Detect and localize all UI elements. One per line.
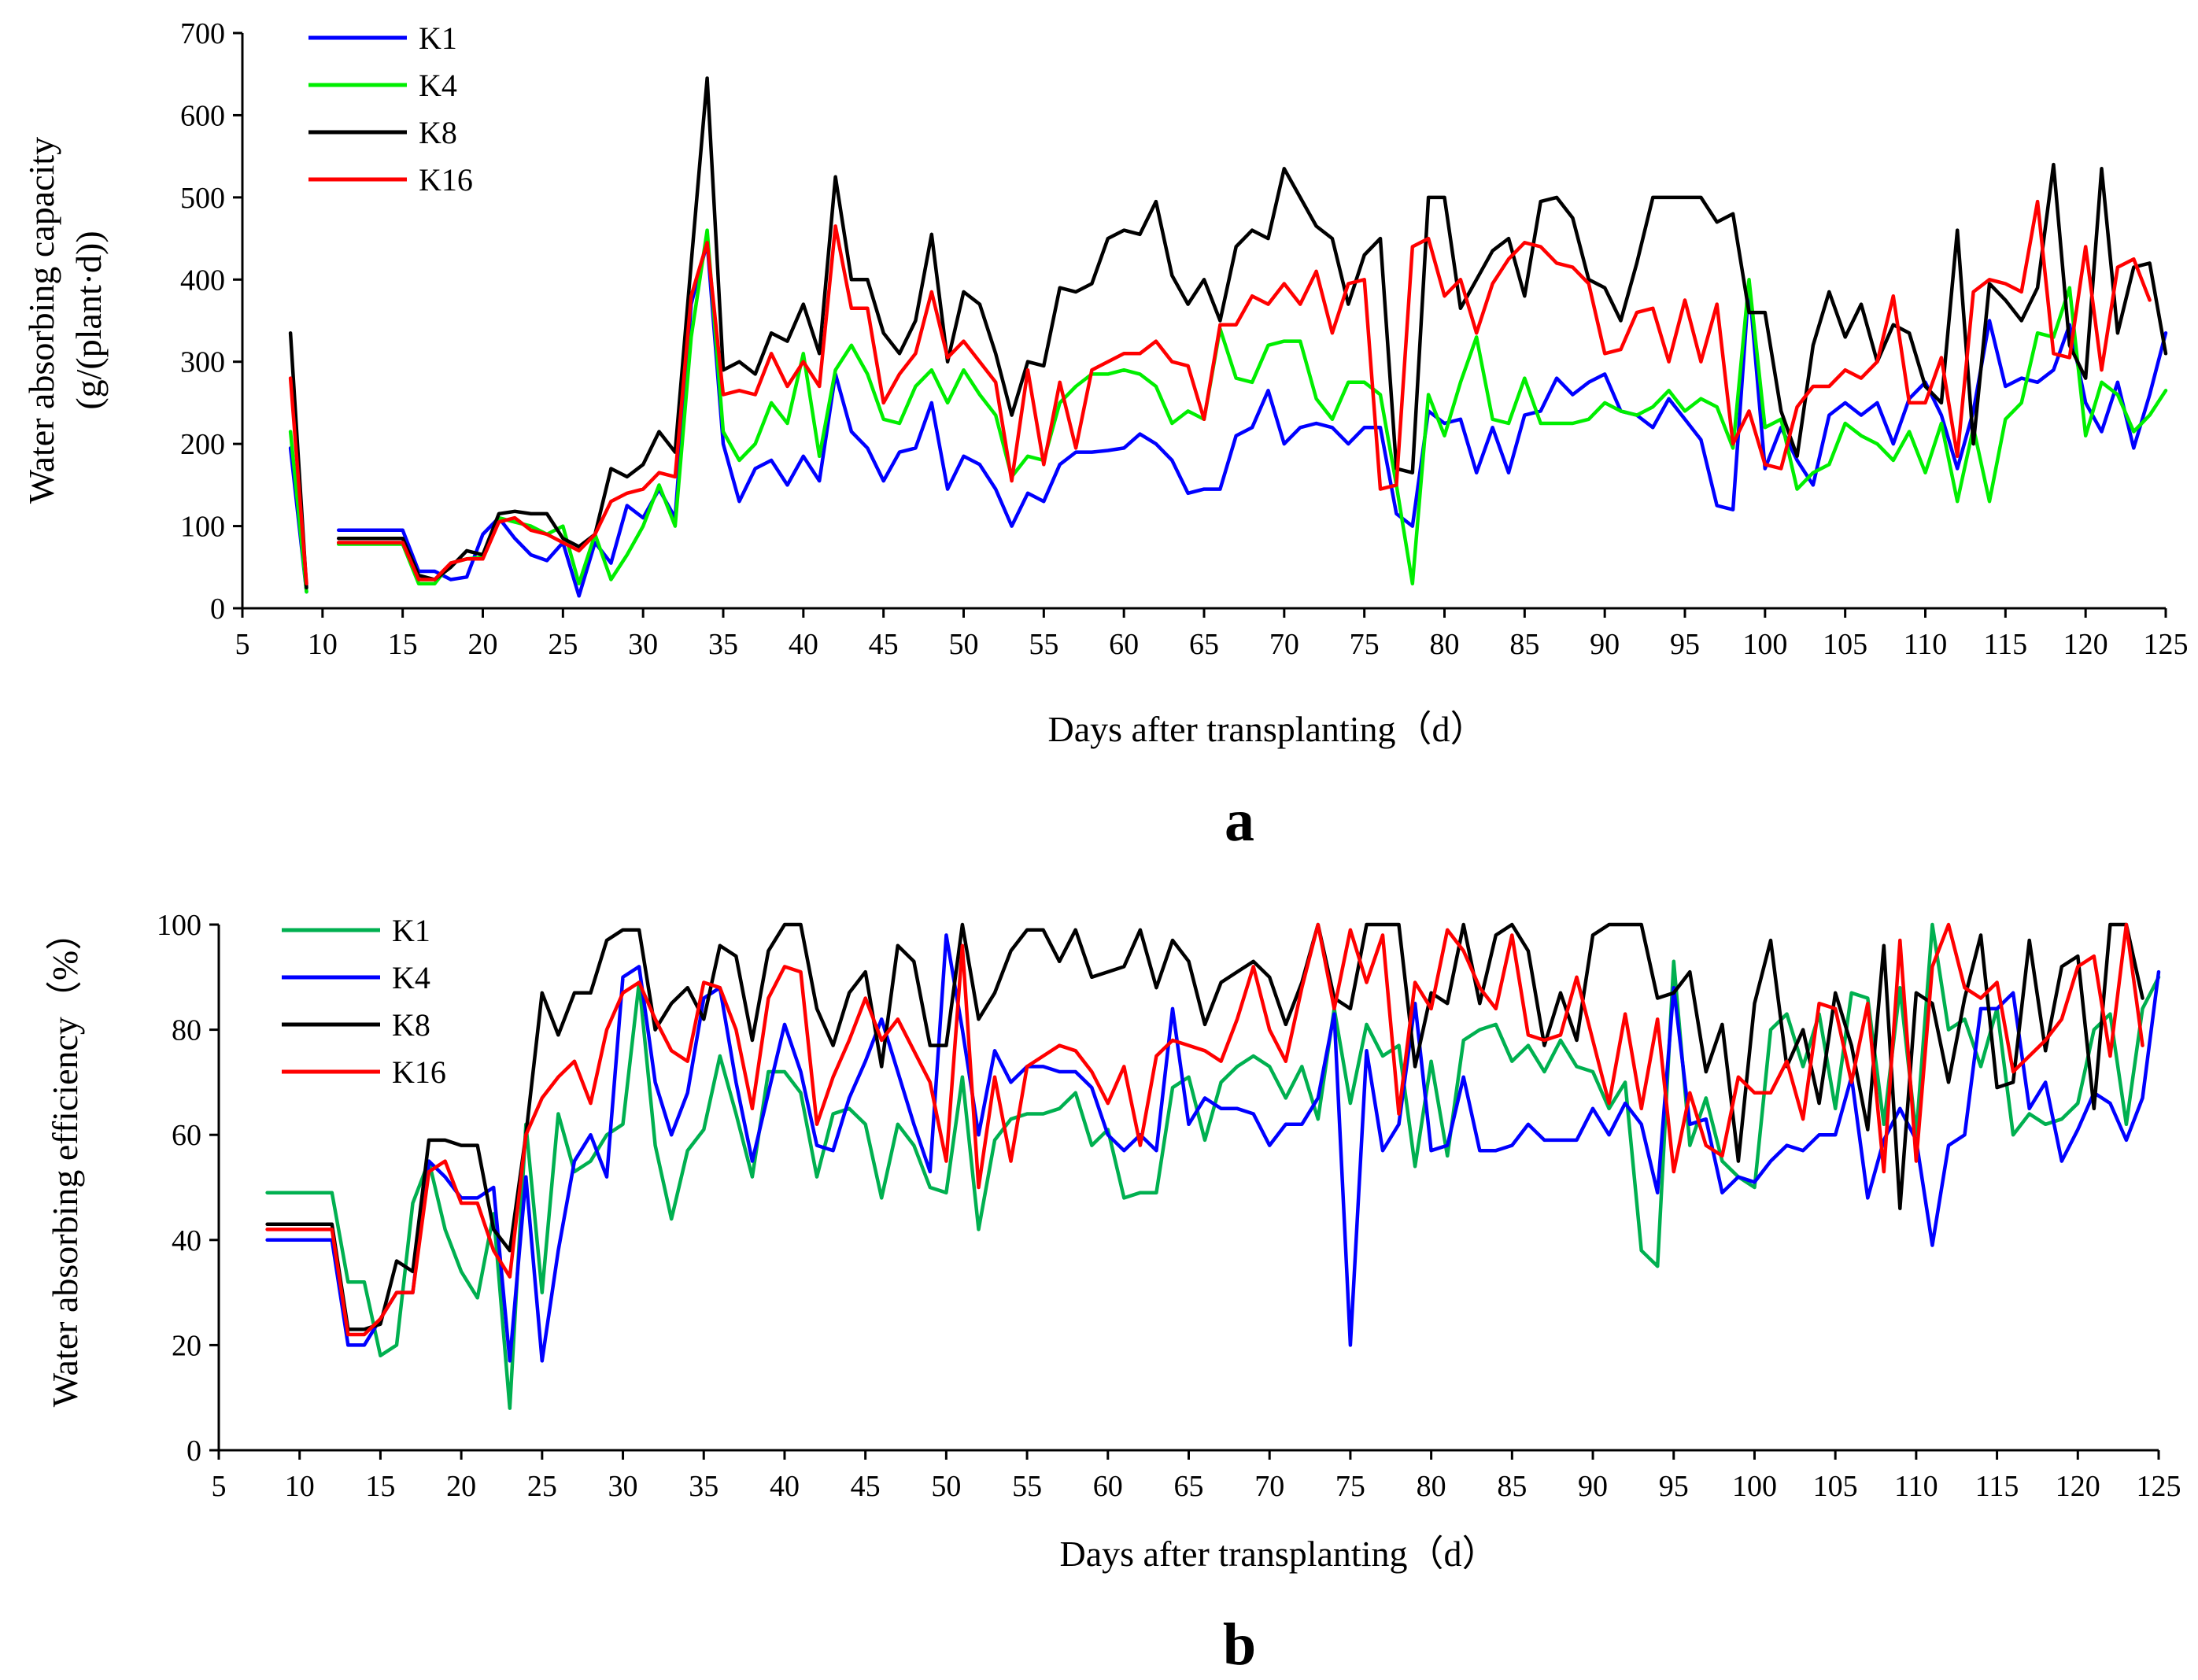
legend-label-k16: K16 xyxy=(392,1054,446,1090)
chart-b-xtick-label: 75 xyxy=(1335,1470,1365,1503)
chart-a-xtick-label: 75 xyxy=(1350,628,1380,661)
chart-a-xtick-label: 90 xyxy=(1590,628,1620,661)
chart-a-xtick-label: 35 xyxy=(708,628,738,661)
chart-a-xtick-label: 60 xyxy=(1109,628,1139,661)
series-line-k1 xyxy=(336,241,2168,598)
chart-b-xtick-label: 80 xyxy=(1417,1470,1446,1503)
chart-b-xtick-label: 25 xyxy=(527,1470,557,1503)
chart-a-legend: K1 K4 K8 K16 xyxy=(308,20,473,198)
chart-b-xtick-label: 85 xyxy=(1497,1470,1527,1503)
chart-a-xtick-label: 120 xyxy=(2063,628,2108,661)
chart-b-series-k8 xyxy=(265,922,2144,1331)
chart-b-xtick-label: 105 xyxy=(1813,1470,1858,1503)
chart-a-ytick-label: 300 xyxy=(180,346,225,379)
chart-a-ytick-label: 200 xyxy=(180,428,225,461)
chart-b-legend: K1 K4 K8 K16 xyxy=(282,913,446,1090)
chart-a-ytick-label: 600 xyxy=(180,99,225,132)
chart-a-xtick-label: 50 xyxy=(949,628,979,661)
chart-a-xlabel: Days after transplanting（d） xyxy=(1048,709,1487,749)
series-line-k16 xyxy=(336,199,2152,582)
chart-b: 0 20 40 60 80 100 5 10 15 20 25 30 35 40 45 50 55 60 65 70 7… xyxy=(45,909,2181,1678)
chart-a-xtick-label: 45 xyxy=(869,628,899,661)
chart-a-xtick-label: 65 xyxy=(1189,628,1219,661)
chart-b-series-k4 xyxy=(265,933,2161,1363)
chart-a-xtick-label: 20 xyxy=(468,628,498,661)
chart-a-ylabel: Water absorbing capacity xyxy=(21,137,61,504)
chart-a-xtick-label: 25 xyxy=(548,628,578,661)
chart-b-xtick-label: 35 xyxy=(689,1470,719,1503)
chart-b-series-k16 xyxy=(265,922,2144,1337)
chart-a-xtick-label: 55 xyxy=(1029,628,1058,661)
chart-a-xtick-label: 125 xyxy=(2144,628,2189,661)
chart-b-xtick-label: 95 xyxy=(1659,1470,1689,1503)
chart-b-xtick-label: 90 xyxy=(1578,1470,1608,1503)
legend-label-k1: K1 xyxy=(419,20,457,56)
chart-b-xtick-label: 55 xyxy=(1012,1470,1042,1503)
chart-a-xtick-label: 80 xyxy=(1430,628,1460,661)
chart-b-ytick-label: 20 xyxy=(172,1329,201,1362)
chart-a-panel-label: a xyxy=(1225,788,1254,854)
chart-a-xtick-label: 95 xyxy=(1670,628,1700,661)
chart-a-xtick-label: 70 xyxy=(1269,628,1299,661)
chart-a-xtick-label: 115 xyxy=(1984,628,2028,661)
chart-b-ytick-label: 60 xyxy=(172,1119,201,1152)
chart-b-xtick-label: 10 xyxy=(285,1470,315,1503)
chart-a-ylabel-units: (g/(plant·d)) xyxy=(68,231,109,409)
series-line-k16 xyxy=(288,376,308,585)
chart-b-ytick-label: 80 xyxy=(172,1014,201,1047)
chart-b-xtick-label: 30 xyxy=(608,1470,638,1503)
chart-b-xtick-label: 5 xyxy=(212,1470,227,1503)
chart-b-xtick-label: 60 xyxy=(1093,1470,1123,1503)
chart-a-gridticks: 0 100 200 300 400 500 600 700 5 10 15 20 25 30 35 40 45 5… xyxy=(180,17,2189,661)
chart-b-xtick-label: 65 xyxy=(1174,1470,1204,1503)
chart-a-xtick-label: 40 xyxy=(789,628,818,661)
chart-b-xtick-label: 20 xyxy=(446,1470,476,1503)
legend-label-k4: K4 xyxy=(419,68,457,103)
chart-b-xtick-label: 50 xyxy=(931,1470,961,1503)
chart-a-xtick-label: 85 xyxy=(1509,628,1539,661)
chart-b-ylabel: Water absorbing efficiency（%） xyxy=(45,914,85,1407)
series-line-k8 xyxy=(336,76,2168,582)
chart-b-gridticks: 0 20 40 60 80 100 5 10 15 20 25 30 35 40 45 50 55 60 65 70 7… xyxy=(157,909,2181,1503)
chart-b-ytick-label: 100 xyxy=(157,909,201,942)
chart-a: 0 100 200 300 400 500 600 700 5 10 15 20 25 30 35 40 45 5… xyxy=(21,17,2189,854)
chart-a-xtick-label: 105 xyxy=(1823,628,1867,661)
chart-a-xtick-label: 110 xyxy=(1904,628,1948,661)
legend-label-k4: K4 xyxy=(392,960,430,995)
chart-b-xlabel: Days after transplanting（d） xyxy=(1060,1534,1498,1574)
chart-b-xtick-label: 100 xyxy=(1732,1470,1777,1503)
series-line-k16 xyxy=(265,922,2144,1337)
chart-b-xtick-label: 125 xyxy=(2137,1470,2181,1503)
chart-b-xtick-label: 115 xyxy=(1975,1470,2019,1503)
chart-b-panel-label: b xyxy=(1223,1612,1256,1678)
chart-a-xtick-label: 100 xyxy=(1742,628,1787,661)
chart-b-xtick-label: 110 xyxy=(1894,1470,1938,1503)
chart-a-ytick-label: 500 xyxy=(180,182,225,215)
chart-a-xtick-label: 5 xyxy=(235,628,250,661)
legend-label-k8: K8 xyxy=(392,1007,430,1043)
chart-a-ytick-label: 700 xyxy=(180,17,225,50)
chart-b-xtick-label: 15 xyxy=(365,1470,395,1503)
legend-label-k16: K16 xyxy=(419,162,473,198)
chart-a-ytick-label: 100 xyxy=(180,511,225,544)
chart-a-xtick-label: 30 xyxy=(628,628,658,661)
chart-a-series-k16 xyxy=(288,199,2152,585)
chart-a-ytick-label: 400 xyxy=(180,264,225,297)
chart-b-ytick-label: 40 xyxy=(172,1224,201,1257)
chart-a-ytick-label: 0 xyxy=(210,593,225,626)
chart-a-xtick-label: 10 xyxy=(308,628,338,661)
chart-b-xtick-label: 70 xyxy=(1254,1470,1284,1503)
chart-b-xtick-label: 120 xyxy=(2056,1470,2100,1503)
chart-a-xtick-label: 15 xyxy=(388,628,418,661)
legend-label-k1: K1 xyxy=(392,913,430,948)
series-line-k4 xyxy=(265,933,2161,1363)
series-line-k4 xyxy=(336,228,2168,585)
series-line-k8 xyxy=(265,922,2144,1331)
chart-b-ytick-label: 0 xyxy=(187,1434,201,1468)
chart-b-xtick-label: 40 xyxy=(770,1470,800,1503)
legend-label-k8: K8 xyxy=(419,115,457,150)
chart-b-xtick-label: 45 xyxy=(851,1470,881,1503)
